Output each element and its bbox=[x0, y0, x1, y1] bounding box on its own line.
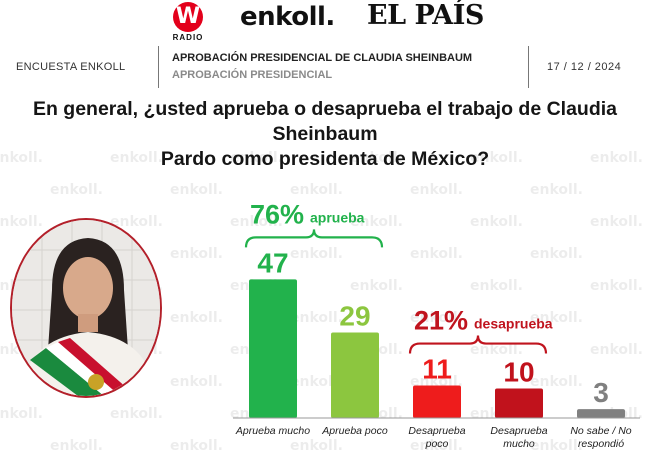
category-label: mucho bbox=[503, 438, 535, 450]
header-divider bbox=[158, 46, 159, 88]
w-radio-logo-text: RADIO bbox=[172, 33, 204, 42]
category-label: Desaprueba bbox=[408, 425, 465, 437]
group-bracket bbox=[408, 335, 548, 354]
enkoll-logo: enkoll. bbox=[240, 2, 335, 32]
report-date: 17 / 12 / 2024 bbox=[547, 61, 622, 73]
report-title: APROBACIÓN PRESIDENCIAL DE CLAUDIA SHEIN… bbox=[172, 52, 473, 64]
w-radio-logo-mark: W bbox=[173, 2, 203, 32]
el-pais-logo: EL PAÍS bbox=[367, 0, 484, 31]
group-label: aprueba bbox=[310, 209, 365, 225]
bar-value-label: 10 bbox=[503, 357, 534, 388]
bar bbox=[577, 409, 625, 418]
category-label: poco bbox=[425, 438, 449, 450]
bar-value-label: 3 bbox=[593, 377, 609, 408]
category-label: Aprueba mucho bbox=[235, 425, 310, 437]
bar-value-label: 11 bbox=[422, 354, 452, 385]
report-subtitle: APROBACIÓN PRESIDENCIAL bbox=[172, 69, 333, 81]
portrait-illustration bbox=[12, 220, 160, 396]
bar bbox=[249, 279, 297, 418]
category-label: Aprueba poco bbox=[321, 425, 388, 437]
bar-value-label: 47 bbox=[257, 247, 288, 278]
bar-value-label: 29 bbox=[339, 300, 370, 331]
group-bracket bbox=[244, 229, 384, 248]
president-portrait bbox=[10, 218, 162, 398]
header-divider bbox=[528, 46, 529, 88]
category-label: No sabe / No bbox=[570, 425, 631, 437]
group-percentage: 21% bbox=[414, 306, 468, 336]
group-percentage: 76% bbox=[250, 199, 304, 229]
survey-label: ENCUESTA ENKOLL bbox=[16, 61, 126, 73]
bar bbox=[495, 388, 543, 418]
survey-question: En general, ¿usted aprueba o desaprueba … bbox=[0, 97, 650, 172]
question-line-1: En general, ¿usted aprueba o desaprueba … bbox=[32, 98, 618, 145]
category-label: Desaprueba bbox=[490, 425, 547, 437]
bar bbox=[331, 332, 379, 418]
question-line-2: Pardo como presidenta de México? bbox=[160, 148, 490, 170]
group-label: desaprueba bbox=[474, 316, 553, 332]
category-label: respondió bbox=[578, 438, 624, 450]
bar bbox=[413, 385, 461, 418]
w-radio-logo: W RADIO bbox=[170, 2, 206, 42]
header-strip: ENCUESTA ENKOLL APROBACIÓN PRESIDENCIAL … bbox=[0, 44, 650, 90]
